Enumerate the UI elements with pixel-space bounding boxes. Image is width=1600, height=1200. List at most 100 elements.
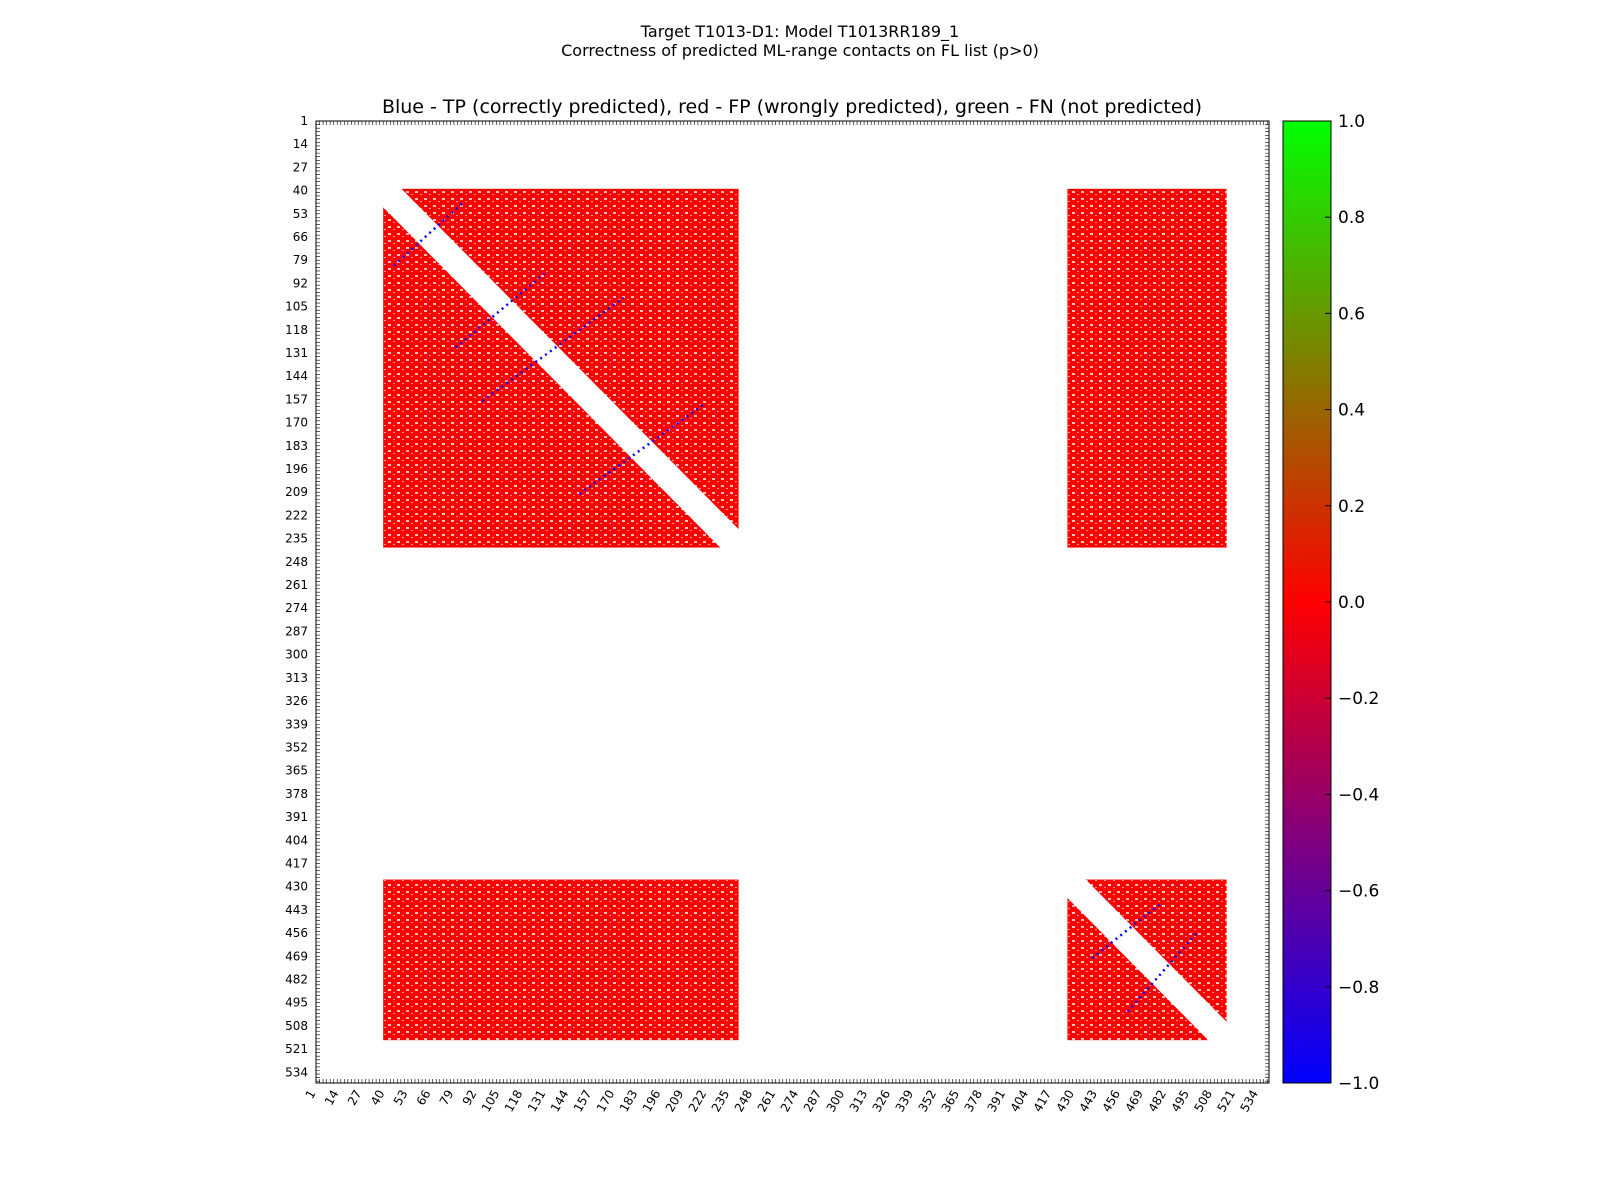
x-tick-label: 443	[1077, 1088, 1101, 1115]
y-tick-label: 248	[285, 555, 308, 569]
plot-frame	[315, 120, 1270, 1084]
diagonal-gap-1	[373, 179, 748, 557]
figure-title-line-1: Target T1013-D1: Model T1013RR189_1	[640, 22, 960, 41]
y-tick-label: 53	[293, 207, 308, 221]
figure-title-line-2: Correctness of predicted ML-range contac…	[561, 41, 1039, 60]
heatmap-blocks	[373, 179, 1236, 1050]
x-tick-label: 495	[1168, 1088, 1192, 1115]
y-tick-label: 365	[285, 764, 308, 778]
x-tick-label: 482	[1145, 1088, 1169, 1115]
x-tick-label: 92	[460, 1088, 480, 1108]
y-tick-label: 339	[285, 717, 308, 731]
colorbar-tick-label: 0.2	[1338, 497, 1365, 517]
y-tick-label: 456	[285, 926, 308, 940]
y-tick-label: 404	[285, 833, 308, 847]
y-tick-label: 300	[285, 648, 308, 662]
figure-title: Target T1013-D1: Model T1013RR189_1 Corr…	[0, 22, 1600, 60]
x-tick-label: 534	[1237, 1088, 1261, 1115]
y-tick-labels: 1 14 27 40 53 66 79 92 105 118 131 144 157 170 183 196 2…	[285, 114, 308, 1079]
y-tick-label: 144	[285, 369, 308, 383]
x-tick-label: 365	[939, 1088, 963, 1115]
colorbar-tick-label: −0.6	[1338, 882, 1379, 902]
y-tick-label: 66	[293, 230, 308, 244]
heatmap-block-texture-2	[1067, 188, 1227, 548]
y-tick-label: 131	[285, 346, 308, 360]
y-tick-label: 287	[285, 624, 308, 638]
colorbar-tick-label: 0.8	[1338, 208, 1365, 228]
colorbar-tick-label: 0.0	[1338, 593, 1365, 613]
y-tick-label: 326	[285, 694, 308, 708]
y-tick-label: 92	[293, 276, 308, 290]
y-tick-label: 118	[285, 323, 308, 337]
y-tick-label: 261	[285, 578, 308, 592]
colorbar-tick-label: −0.2	[1338, 689, 1379, 709]
y-tick-label: 430	[285, 880, 308, 894]
x-tick-label: 66	[414, 1088, 434, 1108]
x-tick-label: 313	[847, 1088, 871, 1115]
colorbar-tick-label: −0.4	[1338, 785, 1379, 805]
heatmap-block-texture-3	[383, 879, 739, 1041]
y-tick-label: 378	[285, 787, 308, 801]
y-tick-label: 222	[285, 508, 308, 522]
colorbar-tick-label: 0.6	[1338, 304, 1365, 324]
x-tick-label: 183	[617, 1088, 641, 1115]
y-tick-label: 313	[285, 671, 308, 685]
x-tick-label: 326	[870, 1088, 894, 1115]
tp-band-4	[578, 403, 704, 496]
x-tick-label: 222	[686, 1088, 710, 1115]
x-tick-label: 1	[303, 1088, 319, 1102]
y-tick-label: 391	[285, 810, 308, 824]
y-tick-label: 495	[285, 996, 308, 1010]
colorbar-tick-label: 0.4	[1338, 401, 1365, 421]
tp-band-1	[392, 200, 466, 267]
y-tick-label: 196	[285, 462, 308, 476]
y-tick-label: 235	[285, 532, 308, 546]
x-tick-label: 14	[322, 1088, 342, 1108]
x-tick-label: 339	[893, 1088, 917, 1115]
x-tick-label: 287	[801, 1088, 825, 1115]
x-tick-label: 469	[1122, 1088, 1146, 1115]
x-tick-label: 235	[709, 1088, 733, 1115]
colorbar	[1282, 120, 1332, 1084]
x-tick-label: 79	[437, 1088, 457, 1108]
x-tick-label: 508	[1191, 1088, 1215, 1115]
x-tick-label: 417	[1031, 1088, 1055, 1115]
tp-contact-bands	[392, 200, 1200, 1013]
x-tick-label: 456	[1100, 1088, 1124, 1115]
x-tick-label: 378	[962, 1088, 986, 1115]
x-tick-label: 521	[1214, 1088, 1238, 1115]
y-tick-label: 27	[293, 160, 308, 174]
x-tick-label: 248	[732, 1088, 756, 1115]
colorbar-tick-label: −1.0	[1338, 1074, 1379, 1094]
colorbar-tick-labels: 1.0 0.8 0.6 0.4 0.2 0.0 −0.2 −0.4 −0.6 −0.8 −1.0	[1325, 112, 1379, 1094]
x-tick-label: 40	[368, 1088, 388, 1108]
x-tick-label: 170	[594, 1088, 618, 1115]
y-tick-label: 170	[285, 416, 308, 430]
x-tick-label: 118	[502, 1088, 526, 1115]
x-tick-label: 196	[640, 1088, 664, 1115]
diagonal-gap-4	[1058, 870, 1236, 1050]
x-tick-label: 430	[1054, 1088, 1078, 1115]
x-tick-labels: 1 14 27 40 53 66 79 92 105 118 131 144 157 170 183 196 2…	[303, 1088, 1261, 1115]
y-tick-label: 469	[285, 949, 308, 963]
minor-tick-marks	[315, 120, 1269, 1083]
y-tick-label: 40	[293, 184, 308, 198]
tp-band-2	[454, 269, 549, 349]
y-tick-label: 443	[285, 903, 308, 917]
x-tick-label: 105	[479, 1088, 503, 1115]
x-tick-label: 261	[755, 1088, 779, 1115]
y-tick-label: 352	[285, 740, 308, 754]
y-tick-label: 508	[285, 1019, 308, 1033]
x-tick-label: 131	[525, 1088, 549, 1115]
plot-title: Blue - TP (correctly predicted), red - F…	[382, 96, 1202, 118]
y-tick-label: 1	[300, 114, 308, 128]
x-tick-label: 391	[985, 1088, 1009, 1115]
y-tick-label: 482	[285, 972, 308, 986]
y-tick-label: 157	[285, 392, 308, 406]
x-tick-label: 157	[571, 1088, 595, 1115]
x-tick-label: 53	[391, 1088, 411, 1108]
y-tick-label: 417	[285, 856, 308, 870]
x-tick-label: 300	[824, 1088, 848, 1115]
y-tick-label: 79	[293, 253, 308, 267]
